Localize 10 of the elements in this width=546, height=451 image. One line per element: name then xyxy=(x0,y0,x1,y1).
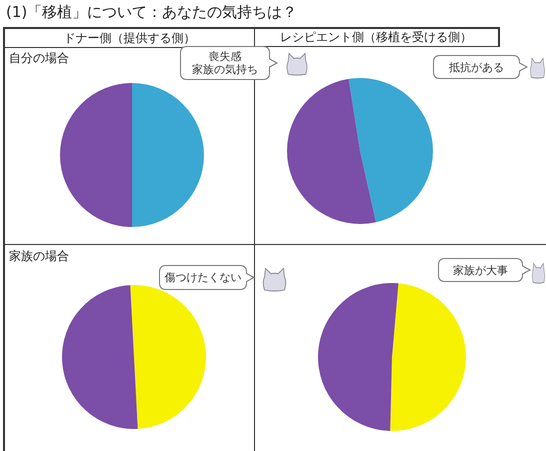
text: 家族が大事 xyxy=(453,264,508,276)
text: (1)「移植」について：あなたの気持ちは？ xyxy=(6,3,298,22)
text: ドナー側（提供する側） xyxy=(64,30,196,46)
text: 傷つけたくない xyxy=(164,271,242,284)
text: 家族の気持ち xyxy=(192,63,258,76)
text: 抵抗がある xyxy=(449,60,504,74)
text: レシピエント側（移植を受ける側） xyxy=(280,30,472,45)
chart-title: 自分の場合 xyxy=(9,51,69,66)
text: 喪失感 xyxy=(208,50,242,63)
chart-title: 家族の場合 xyxy=(9,249,69,264)
